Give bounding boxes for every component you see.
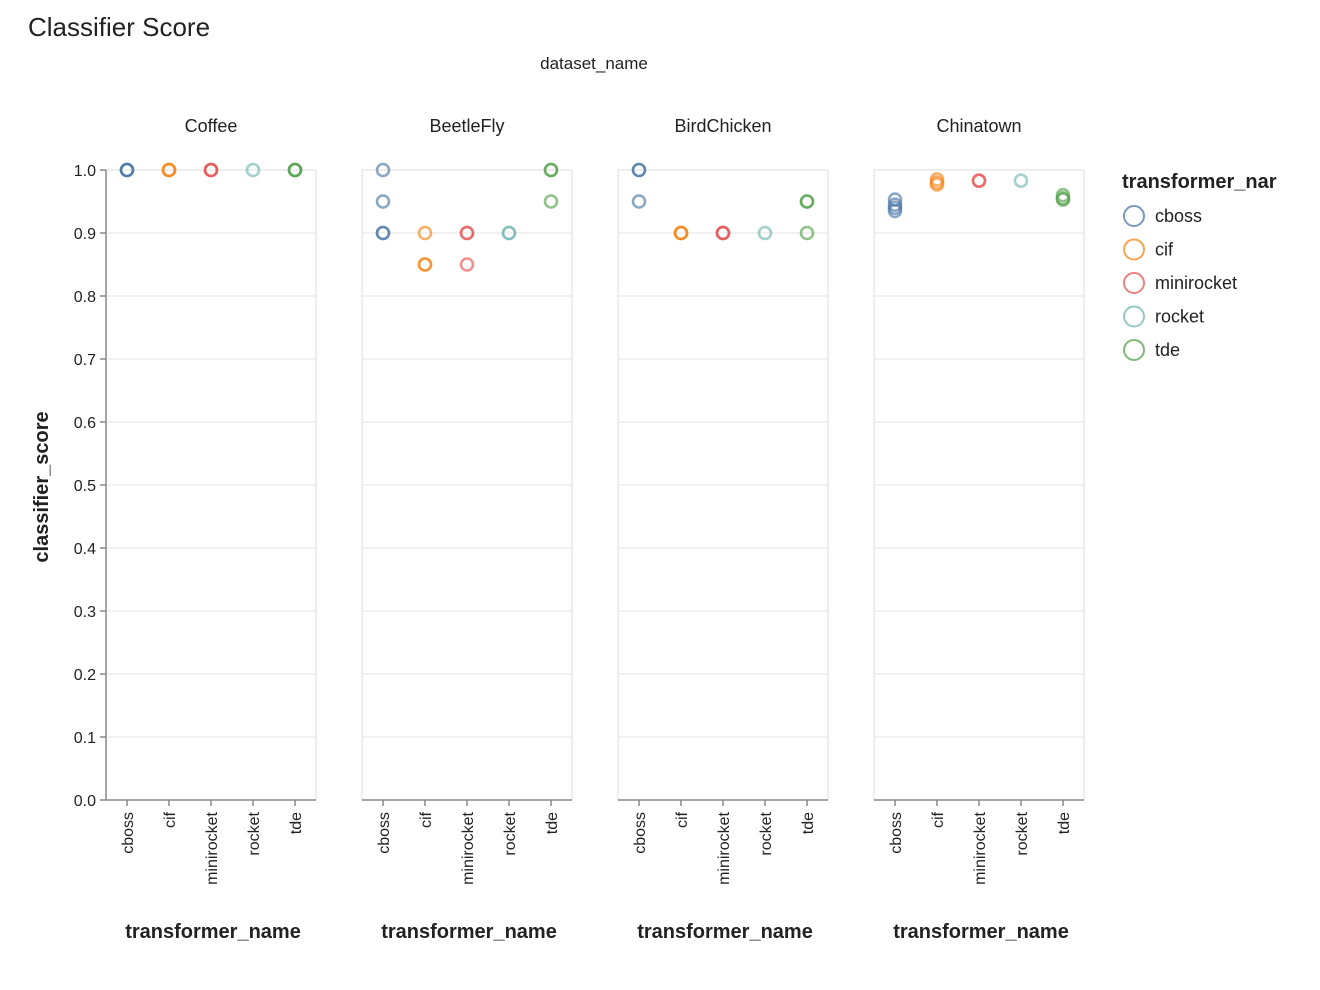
data-point-minirocket bbox=[459, 257, 475, 272]
data-point-rocket bbox=[501, 225, 517, 241]
facet-title: BirdChicken bbox=[674, 116, 771, 136]
x-tick-label: tde bbox=[288, 812, 305, 834]
facet-title: Chinatown bbox=[936, 116, 1021, 136]
data-point-tde bbox=[543, 194, 559, 209]
y-tick-label: 0.4 bbox=[74, 541, 96, 558]
legend-label-cboss: cboss bbox=[1155, 206, 1202, 226]
data-point-rocket bbox=[1013, 173, 1029, 189]
data-point-cif bbox=[417, 225, 433, 241]
x-tick-label: rocket bbox=[502, 811, 519, 855]
x-tick-label: cboss bbox=[376, 812, 393, 854]
y-tick-label: 0.8 bbox=[74, 289, 96, 306]
chart-title: Classifier Score bbox=[28, 12, 210, 42]
facet-panel-coffee: Coffee 0.0 0.1 0.2 0.3 0.4 0.5 0.6 0.7 0.8 0.9 1.0 c… bbox=[74, 116, 317, 943]
legend-label-minirocket: minirocket bbox=[1155, 273, 1237, 293]
data-point-cif bbox=[929, 177, 945, 192]
facet-title: BeetleFly bbox=[429, 116, 504, 136]
data-point-minirocket bbox=[203, 162, 219, 178]
y-tick-label: 0.9 bbox=[74, 226, 96, 243]
x-tick-label: minirocket bbox=[972, 811, 989, 884]
y-tick-label: 0.0 bbox=[74, 793, 96, 810]
legend-label-rocket: rocket bbox=[1155, 307, 1204, 327]
legend-symbol-cif bbox=[1123, 238, 1145, 261]
y-tick-label: 0.5 bbox=[74, 478, 96, 495]
legend-symbol-tde bbox=[1123, 339, 1145, 361]
data-point-cboss bbox=[887, 203, 903, 219]
data-point-cif bbox=[417, 257, 433, 272]
data-point-cboss bbox=[631, 194, 647, 209]
data-point-cboss bbox=[375, 194, 391, 209]
facet-panel-birdchicken: BirdChicken cboss cif minirocket rocket tde tr… bbox=[617, 116, 829, 943]
x-tick-label: rocket bbox=[246, 811, 263, 855]
facet-panel-chinatown: Chinatown cboss cif minirocket rocket tde tran… bbox=[873, 116, 1085, 943]
x-tick-label: rocket bbox=[758, 811, 775, 855]
x-tick-label: minirocket bbox=[460, 811, 477, 884]
y-tick-label: 0.2 bbox=[74, 667, 96, 684]
legend-symbol-minirocket bbox=[1123, 272, 1145, 294]
data-point-cif bbox=[673, 225, 689, 241]
data-point-rocket bbox=[757, 225, 773, 241]
x-tick-label: tde bbox=[1056, 812, 1073, 834]
legend-label-tde: tde bbox=[1155, 340, 1180, 360]
x-tick-label: tde bbox=[800, 812, 817, 834]
y-tick-label: 0.1 bbox=[74, 730, 96, 747]
legend-symbol-rocket bbox=[1123, 305, 1145, 328]
facet-header: dataset_name bbox=[540, 54, 648, 73]
x-tick-label: cboss bbox=[120, 812, 137, 854]
x-axis-title: transformer_name bbox=[893, 921, 1069, 943]
x-axis-title: transformer_name bbox=[125, 921, 301, 943]
data-point-rocket bbox=[245, 162, 261, 178]
data-point-tde bbox=[1055, 192, 1071, 207]
x-tick-label: cboss bbox=[888, 812, 905, 854]
x-tick-label: cif bbox=[930, 811, 947, 828]
data-point-cboss bbox=[631, 162, 647, 178]
data-point-cif bbox=[161, 162, 177, 178]
y-tick-label: 0.6 bbox=[74, 415, 96, 432]
data-point-minirocket bbox=[715, 225, 731, 241]
x-tick-label: cboss bbox=[632, 812, 649, 854]
data-point-minirocket bbox=[459, 225, 475, 241]
x-tick-label: cif bbox=[162, 811, 179, 828]
x-axis-title: transformer_name bbox=[637, 921, 813, 943]
data-point-cboss bbox=[375, 162, 391, 178]
x-tick-label: tde bbox=[544, 812, 561, 834]
y-tick-label: 1.0 bbox=[74, 163, 96, 180]
data-point-tde bbox=[287, 162, 303, 178]
facet-panels: Coffee 0.0 0.1 0.2 0.3 0.4 0.5 0.6 0.7 0.8 0.9 1.0 c… bbox=[74, 116, 1085, 943]
data-point-tde bbox=[799, 194, 815, 209]
data-point-minirocket bbox=[971, 173, 987, 189]
x-axis-title: transformer_name bbox=[381, 921, 557, 943]
legend-title: transformer_nar bbox=[1122, 171, 1277, 193]
facet-title: Coffee bbox=[185, 116, 238, 136]
y-tick-label: 0.3 bbox=[74, 604, 96, 621]
x-tick-label: rocket bbox=[1014, 811, 1031, 855]
y-tick-label: 0.7 bbox=[74, 352, 96, 369]
y-axis-title: classifier_score bbox=[31, 411, 53, 562]
legend: transformer_nar cboss cif minirocket rocket… bbox=[1122, 171, 1277, 361]
legend-label-cif: cif bbox=[1155, 240, 1174, 260]
legend-symbol-cboss bbox=[1123, 205, 1145, 227]
facet-panel-beetlefly: BeetleFly cboss cif minirocket rocket tde tran… bbox=[361, 116, 573, 943]
data-point-cboss bbox=[375, 225, 391, 241]
x-tick-label: minirocket bbox=[204, 811, 221, 884]
data-point-tde bbox=[799, 225, 815, 241]
data-point-cboss bbox=[119, 162, 135, 178]
data-point-tde bbox=[543, 162, 559, 178]
x-tick-label: cif bbox=[418, 811, 435, 828]
x-tick-label: minirocket bbox=[716, 811, 733, 884]
x-tick-label: cif bbox=[674, 811, 691, 828]
